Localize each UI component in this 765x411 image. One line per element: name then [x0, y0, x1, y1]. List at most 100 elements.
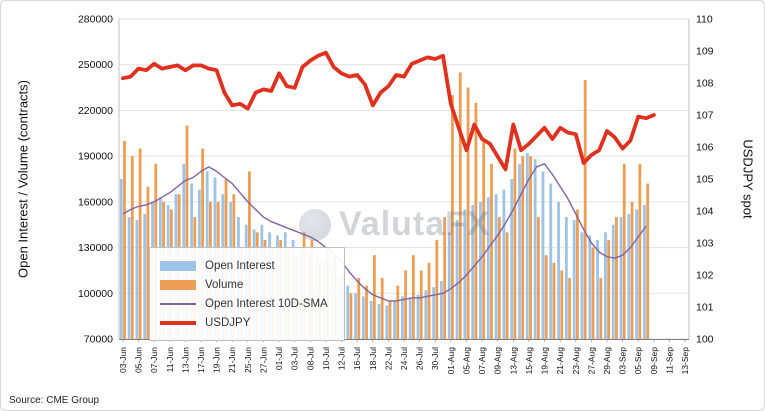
svg-text:19-Aug: 19-Aug	[540, 347, 550, 375]
svg-text:70000: 70000	[84, 334, 113, 346]
svg-text:101: 101	[696, 302, 714, 314]
legend-swatch-icon	[160, 302, 196, 305]
legend-item-usdjpy: USDJPY	[160, 313, 334, 332]
oi-bar	[377, 303, 381, 339]
oi-bar	[440, 281, 443, 339]
volume-bar	[357, 278, 361, 339]
volume-bar	[458, 72, 462, 339]
volume-bar	[536, 217, 540, 339]
svg-text:109: 109	[696, 46, 714, 58]
volume-bar	[591, 247, 595, 339]
svg-text:13-Jun: 13-Jun	[180, 347, 190, 373]
legend: Open Interest Volume Open Interest 10D-SMA…	[149, 247, 345, 341]
volume-bar	[552, 262, 556, 339]
oi-bar	[525, 153, 529, 339]
legend-item-open-interest-10d-sma: Open Interest 10D-SMA	[160, 294, 334, 313]
svg-text:22-Jul: 22-Jul	[383, 347, 393, 370]
svg-text:13-Sep: 13-Sep	[680, 347, 690, 375]
volume-bar	[560, 270, 564, 339]
volume-bar	[427, 262, 431, 339]
svg-text:05-Sep: 05-Sep	[633, 347, 643, 375]
svg-text:160000: 160000	[78, 196, 113, 208]
volume-bar	[615, 217, 618, 339]
svg-text:23-Aug: 23-Aug	[571, 347, 581, 375]
volume-bar	[372, 255, 376, 339]
volume-bar	[443, 217, 447, 339]
svg-text:250000: 250000	[78, 59, 113, 71]
volume-bar	[349, 293, 353, 339]
volume-bar	[607, 239, 611, 339]
svg-text:16-Jul: 16-Jul	[352, 347, 362, 370]
usdjpy-line	[121, 50, 656, 172]
oi-bar	[416, 294, 420, 339]
oi-bar	[424, 290, 428, 339]
svg-text:01-Aug: 01-Aug	[446, 347, 456, 375]
volume-bar	[497, 217, 501, 339]
svg-text:21-Aug: 21-Aug	[555, 347, 565, 375]
oi-bar	[354, 293, 357, 339]
volume-bar	[513, 148, 517, 339]
oi-bar	[588, 235, 592, 339]
right-axis-tick-labels: 100 101 102 103 104 105 106 107 108 109 110	[696, 14, 714, 346]
legend-swatch-icon	[160, 320, 196, 325]
oi-bar	[361, 296, 365, 339]
oi-bar	[510, 179, 514, 339]
svg-text:103: 103	[696, 238, 714, 250]
svg-text:08-Jul: 08-Jul	[305, 347, 315, 370]
oi-bar	[471, 204, 475, 339]
volume-bar	[404, 270, 407, 339]
oi-sma-line	[122, 163, 647, 302]
legend-swatch-icon	[160, 279, 196, 290]
svg-text:110: 110	[696, 14, 713, 26]
svg-text:12-Jul: 12-Jul	[337, 347, 347, 370]
oi-bar	[580, 232, 584, 339]
volume-bar	[646, 183, 650, 339]
oi-bar	[596, 239, 600, 339]
svg-text:19-Jun: 19-Jun	[212, 347, 222, 373]
svg-text:09-Aug: 09-Aug	[493, 347, 503, 375]
oi-bar	[518, 163, 521, 339]
volume-bar	[201, 148, 204, 339]
oi-bar	[369, 300, 373, 339]
svg-text:27-Aug: 27-Aug	[586, 347, 596, 375]
svg-text:09-Sep: 09-Sep	[649, 347, 659, 375]
volume-bar	[529, 156, 532, 339]
oi-bar	[127, 217, 131, 339]
oi-bar	[393, 300, 396, 339]
volume-bar	[412, 255, 415, 339]
volume-bar	[544, 255, 548, 339]
oi-bar	[549, 183, 553, 339]
oi-bar	[408, 297, 412, 339]
source-note: Source: CME Group	[9, 395, 100, 406]
oi-bar	[346, 285, 350, 339]
svg-text:07-Jun: 07-Jun	[149, 347, 159, 373]
volume-bar	[599, 278, 603, 339]
svg-text:05-Aug: 05-Aug	[461, 347, 471, 375]
svg-text:106: 106	[696, 142, 714, 154]
oi-bar	[541, 171, 545, 339]
legend-swatch-icon	[160, 260, 196, 271]
oi-bar	[455, 220, 459, 339]
volume-bar	[396, 285, 400, 339]
volume-bar	[380, 278, 384, 339]
legend-label: Open Interest	[205, 259, 275, 272]
svg-text:108: 108	[696, 78, 714, 90]
oi-bar	[401, 296, 404, 339]
svg-text:27-Jun: 27-Jun	[258, 347, 268, 373]
oi-bar	[143, 214, 147, 339]
svg-text:15-Aug: 15-Aug	[524, 347, 534, 375]
svg-text:03-Jun: 03-Jun	[118, 347, 128, 373]
volume-bar	[185, 125, 189, 340]
svg-text:100000: 100000	[78, 288, 113, 300]
svg-text:10-Jul: 10-Jul	[321, 347, 331, 370]
svg-text:11-Sep: 11-Sep	[664, 347, 674, 374]
oi-bar	[486, 197, 490, 339]
svg-text:26-Jul: 26-Jul	[415, 347, 425, 370]
legend-label: Volume	[205, 278, 244, 291]
svg-text:05-Jun: 05-Jun	[134, 347, 144, 373]
oi-bar	[564, 217, 568, 339]
svg-text:13-Aug: 13-Aug	[508, 347, 518, 375]
svg-text:130000: 130000	[78, 242, 113, 254]
svg-text:11-Jun: 11-Jun	[165, 347, 175, 373]
